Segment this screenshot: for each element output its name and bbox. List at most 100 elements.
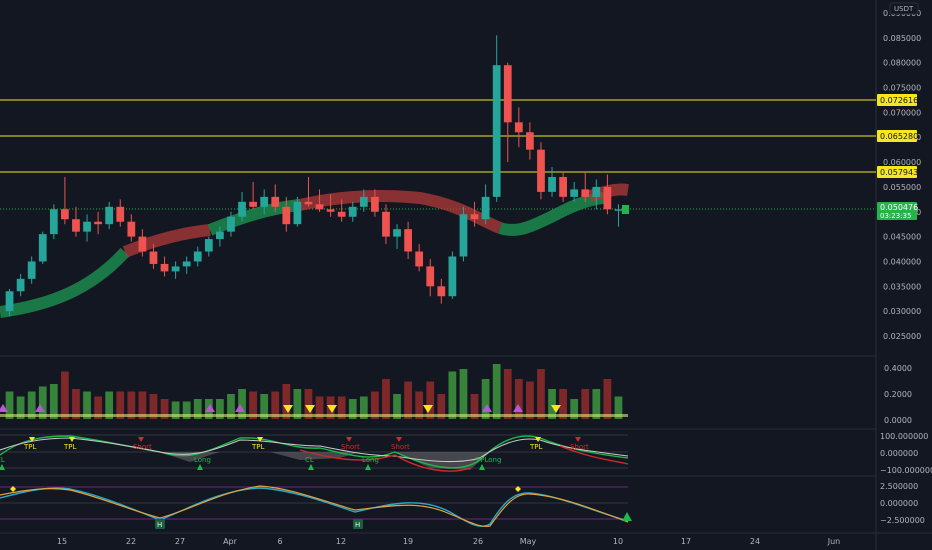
volume-bar (559, 389, 567, 419)
volume-bar (94, 396, 102, 419)
current-price: 0.050476 (880, 203, 918, 212)
candle-body (193, 251, 202, 262)
osc1-tick-label: 0.000000 (880, 449, 918, 458)
diamond-icon (515, 486, 521, 492)
volume-bar (61, 371, 69, 419)
trend-ribbon (0, 183, 629, 318)
signal-label: TPL (23, 443, 36, 451)
up-triangle-icon (0, 404, 8, 412)
volume-tick-label: 0.4000 (884, 364, 912, 373)
currency-badge[interactable]: USDT (889, 2, 919, 15)
osc2-tick-label: 2.500000 (880, 482, 918, 491)
candle-body (227, 216, 235, 232)
candle-body (548, 176, 556, 192)
candle-body (459, 214, 468, 257)
up-triangle-icon (308, 464, 314, 470)
up-triangle-icon (482, 404, 492, 412)
level-tag-bg (877, 166, 917, 178)
volume-tick-label: 0.0000 (884, 416, 912, 425)
ribbon-red-1 (122, 224, 211, 258)
time-tick-label: 24 (750, 537, 760, 546)
volume-bar (182, 401, 191, 419)
volume-bar (149, 394, 158, 419)
time-axis[interactable]: 15 22 27 Apr 6 12 19 26 May 10 17 24 Jun (57, 537, 840, 546)
candle-body (138, 236, 147, 252)
time-tick-label: 19 (403, 537, 413, 546)
candle-body (326, 209, 335, 212)
volume-bar (171, 401, 180, 419)
signal-label: CL (0, 456, 5, 464)
volume-bar (38, 386, 47, 419)
ribbon-green-1 (0, 247, 130, 318)
candle-body (94, 221, 102, 225)
volume-bar (193, 399, 202, 419)
down-triangle-icon (535, 437, 541, 442)
current-candle-marker[interactable] (622, 205, 629, 214)
price-tick-label: 0.075000 (883, 84, 921, 93)
osc1-line-white (0, 437, 629, 463)
candle-body (315, 204, 324, 210)
currency-label: USDT (894, 5, 914, 13)
volume-bar (238, 389, 246, 419)
volume-bar (271, 391, 280, 419)
down-triangle-icon (423, 405, 433, 413)
osc1-area (160, 452, 490, 470)
volume-bar (614, 396, 623, 419)
candle-body (470, 214, 479, 220)
h-marker-icon (353, 519, 363, 529)
ribbon-green-3 (498, 191, 611, 236)
candle-body (149, 251, 158, 264)
diamond-icon (10, 486, 16, 492)
volume-tick-label: 0.2000 (884, 390, 912, 399)
candle-body (337, 211, 346, 217)
oscillator-2 (0, 485, 629, 528)
time-tick-label: May (520, 537, 537, 546)
candle-body (160, 263, 169, 272)
candle-body (238, 201, 246, 217)
signal-label: Long (362, 456, 379, 464)
time-tick-label: 10 (613, 537, 623, 546)
price-tick-label: 0.040000 (883, 257, 921, 266)
signal-label: CL (305, 456, 314, 464)
volume-bar (537, 369, 545, 419)
volume-bar (138, 391, 147, 419)
price-tick-label: 0.030000 (883, 307, 921, 316)
volume-bar (415, 391, 424, 419)
down-triangle-icon (283, 405, 293, 413)
osc2-tick-label: −2.500000 (880, 516, 925, 525)
h-marker-label: H (355, 521, 360, 529)
candle-body (393, 229, 401, 237)
volume-bar (448, 371, 457, 419)
candle-body (526, 132, 534, 150)
volume-bar (27, 391, 36, 419)
volume-bar (426, 381, 435, 419)
signal-label: TPLong (475, 456, 501, 464)
volume-bar (526, 381, 534, 419)
candle-body (570, 189, 579, 197)
volume-bar (503, 369, 512, 419)
key-levels[interactable] (0, 99, 876, 210)
up-triangle-icon (365, 464, 371, 470)
volume-bar (216, 399, 224, 419)
volume-bar (249, 391, 257, 419)
volume-bar (382, 379, 390, 419)
volume-bar (304, 389, 313, 419)
candle-body (514, 122, 523, 133)
h-marker-label: H (157, 521, 162, 529)
candle-body (127, 221, 136, 237)
volume-bar (5, 391, 14, 419)
down-triangle-icon (257, 437, 263, 442)
osc2-line-orange (0, 485, 629, 527)
volume-bar (116, 391, 125, 419)
osc1-line-green (0, 435, 629, 469)
down-triangle-icon (396, 437, 402, 442)
volume-bar (570, 399, 579, 419)
volume-bar (371, 391, 379, 419)
candle-body (359, 196, 368, 207)
candle-body (348, 206, 357, 217)
volume-bar (16, 396, 25, 419)
candle-body (5, 291, 14, 312)
candle-body (271, 196, 280, 207)
